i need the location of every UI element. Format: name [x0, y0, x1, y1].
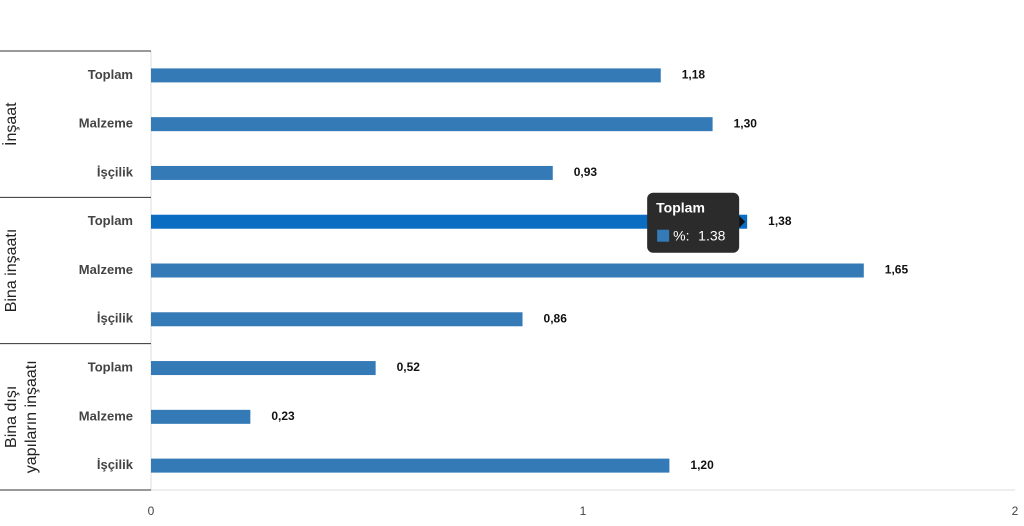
value-label: 1,65	[885, 263, 909, 277]
tooltip-arrow	[739, 215, 746, 228]
tooltip-swatch	[657, 229, 670, 242]
bar	[151, 312, 523, 327]
group-label: Bina inşaatı	[3, 229, 20, 313]
x-tick-label: 2	[1012, 504, 1019, 518]
value-label: 1,18	[682, 68, 706, 82]
category-label: Toplam	[88, 359, 133, 374]
value-label: 1,20	[690, 458, 714, 472]
value-label: 0,86	[544, 311, 568, 325]
category-label: İşçilik	[97, 311, 134, 326]
value-label: 0,93	[574, 165, 598, 179]
value-label: 0,23	[271, 409, 295, 423]
x-tick-label: 1	[580, 504, 587, 518]
category-label: Toplam	[88, 67, 133, 82]
bar	[151, 165, 553, 180]
value-label: 1,38	[768, 214, 792, 228]
category-label: Malzeme	[79, 116, 133, 131]
category-label: Malzeme	[79, 262, 133, 277]
bar	[151, 68, 661, 83]
category-label: İşçilik	[97, 457, 134, 472]
tooltip-value: 1.38	[698, 227, 725, 243]
group-label: yapıların inşaatı	[23, 360, 40, 473]
category-label: İşçilik	[97, 164, 134, 179]
x-tick-label: 0	[148, 504, 155, 518]
bar	[151, 263, 864, 278]
category-label: Toplam	[88, 213, 133, 228]
group-label: Bina dışı	[3, 386, 20, 448]
value-label: 1,30	[734, 116, 758, 130]
tooltip: Toplam%: 1.38	[647, 192, 746, 253]
tooltip-box	[647, 192, 740, 253]
bar	[151, 458, 670, 473]
value-label: 0,52	[397, 360, 421, 374]
tooltip-title: Toplam	[656, 199, 705, 215]
bar	[151, 409, 251, 424]
group-label: İnşaat	[1, 102, 20, 146]
bar	[151, 117, 713, 132]
category-label: Malzeme	[79, 408, 133, 423]
bar	[151, 361, 376, 376]
tooltip-label: %:	[673, 227, 689, 243]
bar	[151, 214, 748, 229]
